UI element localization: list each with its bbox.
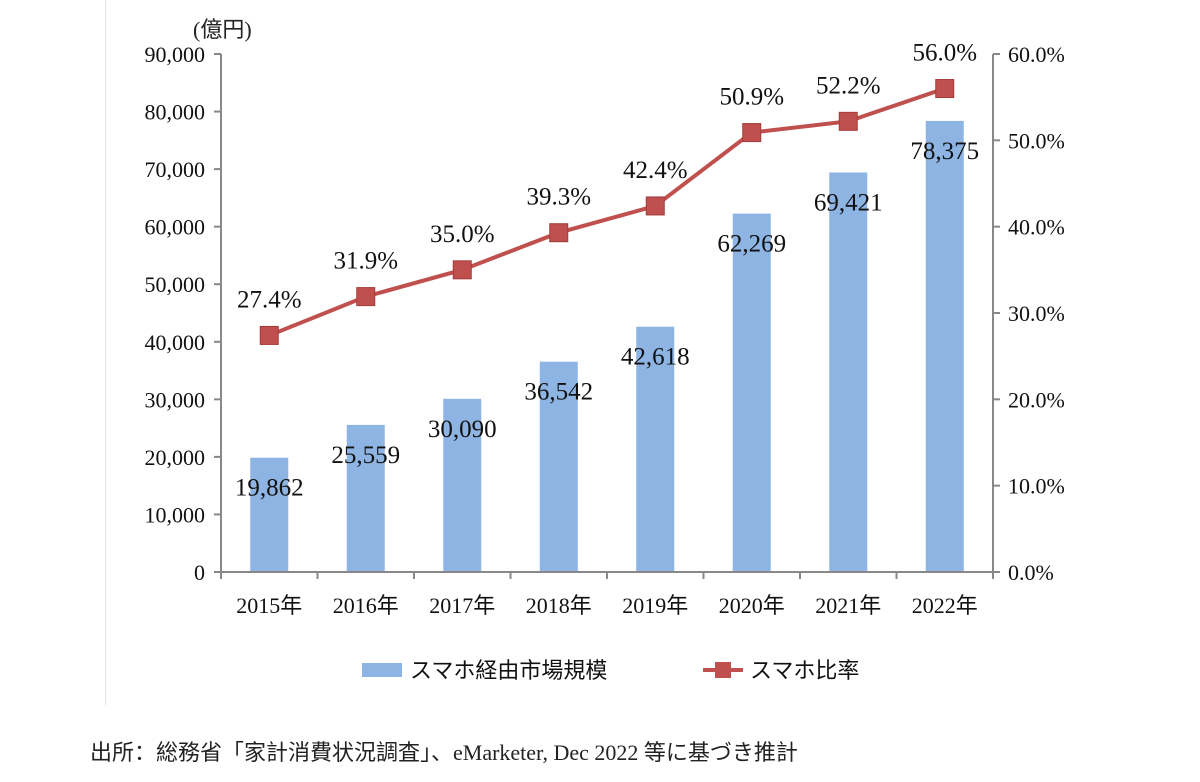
right-tick-label: 40.0%	[1008, 215, 1065, 240]
bar-2021年	[829, 172, 868, 572]
ratio-data-label: 42.4%	[623, 157, 688, 184]
left-tick-label: 80,000	[145, 100, 206, 125]
ratio-data-label: 31.9%	[333, 248, 398, 275]
ratio-data-label: 52.2%	[816, 72, 881, 99]
ratio-data-label: 35.0%	[430, 221, 495, 248]
bar-data-label: 30,090	[428, 416, 497, 443]
left-tick-label: 10,000	[145, 502, 206, 527]
bar-data-label: 36,542	[524, 379, 593, 406]
bar-2017年	[443, 398, 482, 572]
legend-line-marker	[715, 662, 731, 678]
ratio-data-label: 39.3%	[526, 184, 591, 211]
right-tick-label: 60.0%	[1008, 42, 1065, 67]
right-tick-label: 10.0%	[1008, 474, 1065, 499]
bar-data-label: 25,559	[331, 442, 400, 469]
legend-bar-swatch	[362, 663, 402, 677]
left-tick-label: 60,000	[145, 215, 206, 240]
bar-2020年	[732, 213, 771, 573]
bar-data-label: 42,618	[621, 344, 690, 371]
x-tick-label: 2021年	[815, 593, 881, 618]
ratio-marker-2020年	[742, 123, 762, 143]
divider-line	[105, 0, 106, 705]
ratio-marker-2022年	[935, 79, 955, 99]
x-tick-label: 2016年	[333, 593, 399, 618]
left-tick-label: 90,000	[145, 42, 206, 67]
left-tick-label: 30,000	[145, 387, 206, 412]
ratio-marker-2015年	[259, 325, 279, 345]
ratio-marker-2017年	[452, 260, 472, 280]
left-tick-label: 50,000	[145, 272, 206, 297]
ratio-marker-2018年	[549, 223, 569, 243]
ratio-line	[268, 86, 946, 338]
right-tick-label: 30.0%	[1008, 301, 1065, 326]
left-tick-label: 70,000	[145, 157, 206, 182]
x-tick-label: 2015年	[236, 593, 302, 618]
bar-data-label: 69,421	[814, 189, 883, 216]
x-tick-label: 2022年	[912, 593, 978, 618]
ratio-marker-2019年	[645, 196, 665, 216]
right-tick-label: 0.0%	[1008, 560, 1054, 585]
x-tick-label: 2017年	[429, 593, 495, 618]
x-tick-label: 2018年	[526, 593, 592, 618]
bar-2016年	[346, 424, 385, 572]
ratio-marker-2016年	[356, 287, 376, 307]
ratio-data-label: 56.0%	[912, 40, 977, 67]
right-tick-label: 20.0%	[1008, 387, 1065, 412]
left-tick-label: 40,000	[145, 330, 206, 355]
bar-data-label: 62,269	[717, 231, 786, 258]
bar-data-label: 19,862	[235, 475, 304, 502]
legend-line-label: スマホ比率	[750, 658, 859, 683]
bar-2015年	[250, 457, 289, 572]
left-axis-unit: (億円)	[193, 17, 252, 42]
bar-2022年	[925, 120, 964, 573]
left-tick-label: 0	[194, 560, 205, 585]
bar-2018年	[539, 361, 578, 572]
x-tick-label: 2020年	[719, 593, 785, 618]
ratio-data-label: 50.9%	[719, 84, 784, 111]
legend-bar-label: スマホ経由市場規模	[410, 658, 607, 683]
ratio-data-label: 27.4%	[237, 286, 302, 313]
left-tick-label: 20,000	[145, 445, 206, 470]
chart: 0 10,000 20,000 30,000 40,000 50,000 60,000 70,…	[145, 17, 1065, 683]
bar-data-label: 78,375	[910, 138, 979, 165]
right-tick-label: 50.0%	[1008, 128, 1065, 153]
bar-2019年	[636, 326, 675, 572]
x-tick-label: 2019年	[622, 593, 688, 618]
ratio-marker-2021年	[838, 111, 858, 131]
source-note: 出所：総務省「家計消費状況調査」、eMarketer, Dec 2022 等に基…	[90, 740, 798, 765]
